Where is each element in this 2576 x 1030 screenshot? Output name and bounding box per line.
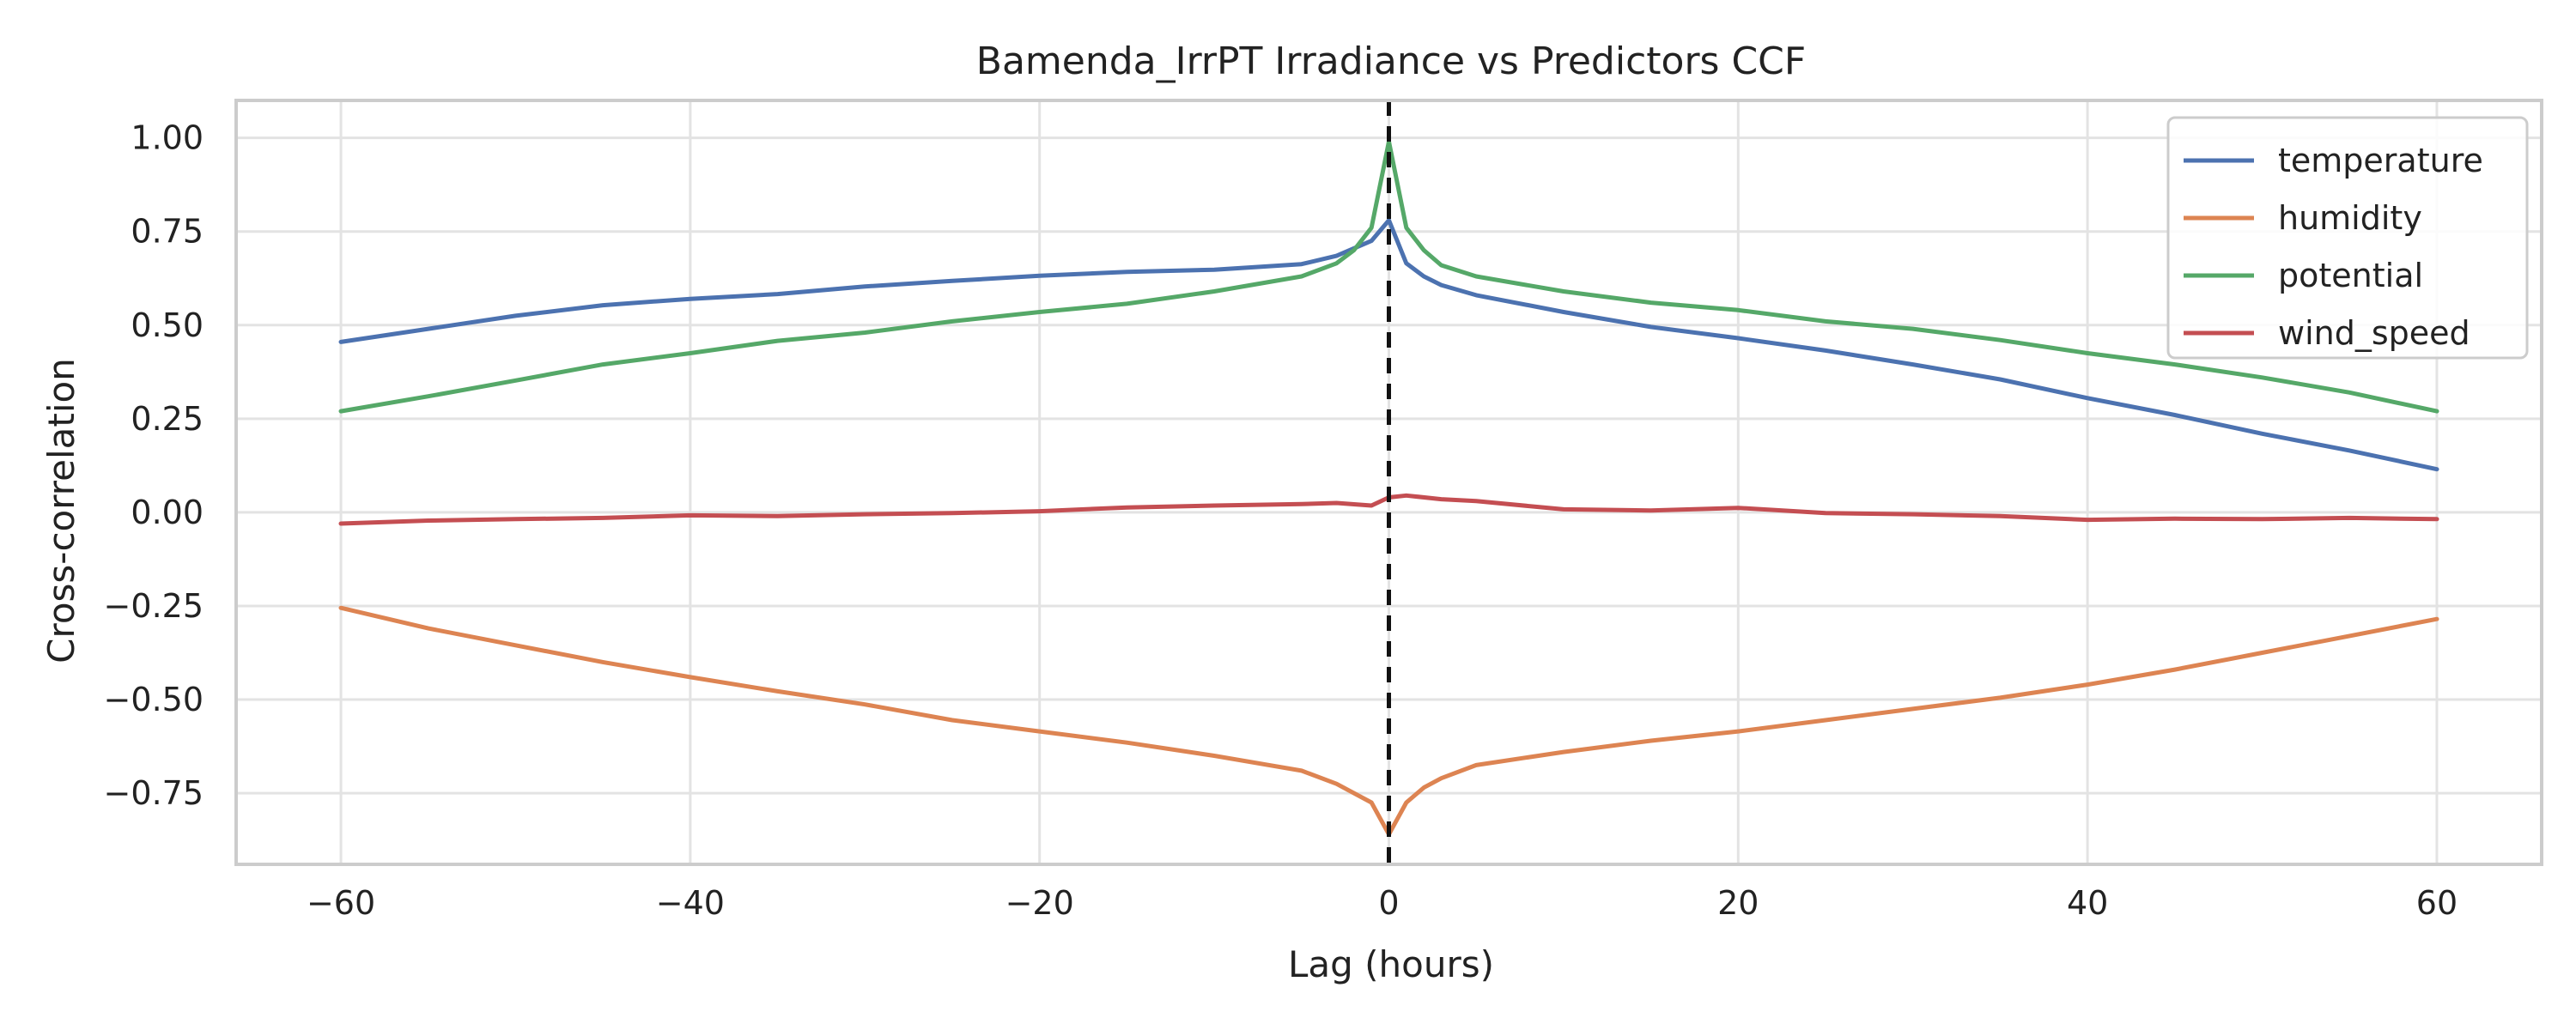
y-tick-label: −0.50 (104, 681, 204, 718)
legend-box (2166, 116, 2529, 360)
x-tick-label: −20 (1005, 884, 1074, 922)
y-axis-ticks: 1.00 0.75 0.50 0.25 0.00 −0.25 −0.50 −0.75 (104, 119, 204, 812)
y-tick-label: 0.50 (131, 306, 204, 344)
x-tick-label: 60 (2416, 884, 2458, 922)
y-tick-label: 0.75 (131, 213, 204, 251)
y-tick-label: −0.25 (104, 587, 204, 625)
x-tick-label: 40 (2067, 884, 2108, 922)
series-line-temperature (338, 218, 2439, 472)
x-tick-label: 0 (1378, 884, 1399, 922)
plot-area-frame (234, 99, 2543, 866)
legend-label: wind_speed (2278, 314, 2470, 352)
y-tick-label: −0.75 (104, 774, 204, 812)
legend-label: humidity (2278, 199, 2422, 237)
x-axis-ticks: −60 −40 −20 0 20 40 60 (307, 884, 2458, 922)
chart-title: Bamenda_IrrPT Irradiance vs Predictors C… (976, 39, 1806, 83)
x-tick-label: 20 (1717, 884, 1759, 922)
y-axis-label: Cross-correlation (40, 358, 82, 663)
y-tick-label: 0.25 (131, 400, 204, 438)
y-tick-label: 1.00 (131, 119, 204, 157)
legend-label: potential (2278, 257, 2423, 294)
legend: temperature humidity potential wind_speed (2166, 116, 2529, 360)
x-tick-label: −60 (307, 884, 375, 922)
y-tick-label: 0.00 (131, 494, 204, 531)
legend-label: temperature (2278, 142, 2483, 179)
series-line-humidity (338, 605, 2439, 837)
x-tick-label: −40 (656, 884, 725, 922)
x-axis-label: Lag (hours) (1288, 943, 1494, 985)
